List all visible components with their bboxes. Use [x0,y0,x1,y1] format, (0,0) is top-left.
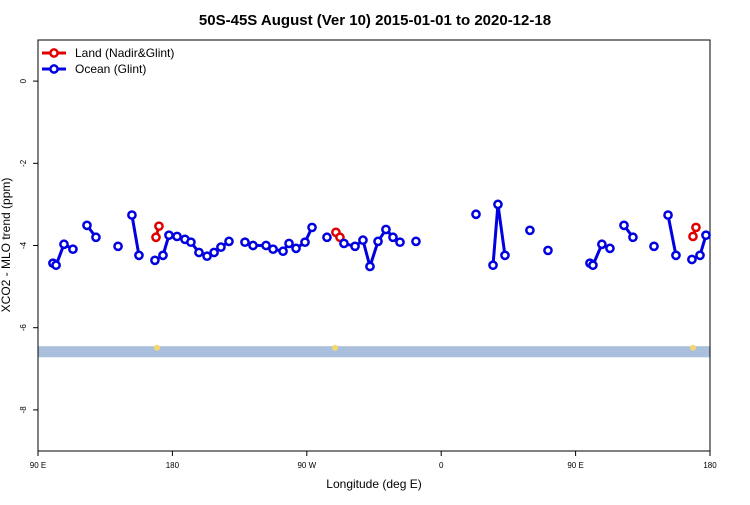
y-tick-label: 0 [19,78,28,83]
point [158,250,168,261]
y-tick-label: -8 [19,406,28,414]
highlight [332,344,339,351]
x-tick-label: 90 E [30,461,46,470]
point [194,247,204,258]
point [373,236,383,247]
legend-marker [49,48,59,58]
point [322,232,332,243]
point [597,239,607,250]
x-tick-label: 90 E [567,461,583,470]
point [268,244,278,255]
x-tick-label: 0 [439,461,444,470]
point [113,241,123,252]
point [358,235,368,246]
point [695,250,705,261]
point [339,238,349,249]
point [224,236,234,247]
point [164,230,174,241]
point [150,255,160,266]
series-line [154,225,698,239]
point [411,236,421,247]
point [209,247,219,258]
point [605,243,615,254]
highlight [689,344,696,351]
point [628,232,638,243]
x-tick-label: 180 [166,461,180,470]
y-tick-label: -2 [19,159,28,167]
point [649,241,659,252]
point [701,230,711,241]
point [671,250,681,261]
point [365,261,375,272]
point [261,240,271,251]
point [388,232,398,243]
point [134,250,144,261]
point [91,232,101,243]
x-axis-label: Longitude (deg E) [326,477,421,491]
point [381,224,391,235]
point [82,220,92,231]
point [248,240,258,251]
point [291,243,301,254]
point [151,232,161,243]
y-tick-label: -4 [19,241,28,249]
point [663,210,673,220]
legend-label: Ocean (Glint) [75,62,146,76]
point [688,231,698,242]
point [395,237,405,248]
point [68,244,78,255]
point [216,242,226,252]
point [186,237,196,248]
point [172,231,182,242]
y-tick-label: -6 [19,324,28,332]
point [127,210,137,220]
legend-marker [49,64,59,74]
point [500,250,510,261]
band [38,346,710,358]
highlight [154,344,161,351]
point [240,237,250,248]
point [202,251,212,262]
y-axis-label: XCO2 - MLO trend (ppm) [0,178,13,313]
point [59,239,69,250]
point [51,260,61,271]
point [284,238,294,249]
x-tick-label: 90 W [297,461,316,470]
point [543,245,553,256]
point [471,209,481,220]
point [300,237,310,248]
point [588,260,598,271]
x-tick-label: 180 [703,461,717,470]
point [691,222,701,233]
point [154,221,164,232]
point [278,246,288,257]
chart-title: 50S-45S August (Ver 10) 2015-01-01 to 20… [199,12,551,29]
point [488,260,498,271]
point [493,199,503,210]
point [525,225,535,236]
point [619,220,629,231]
series-line [52,204,708,272]
point [307,222,317,233]
point [687,254,697,265]
legend-label: Land (Nadir&Glint) [75,46,174,60]
point [350,241,360,252]
